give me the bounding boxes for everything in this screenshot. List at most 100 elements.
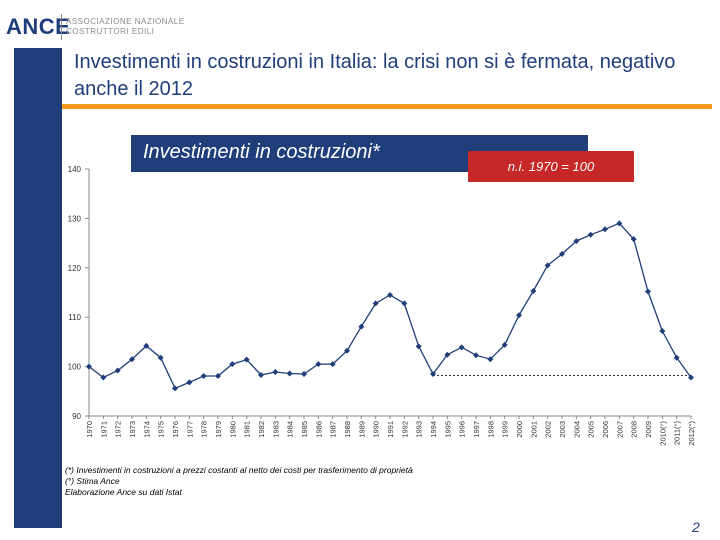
- data-point: [200, 372, 207, 379]
- ance-logo: ANCE: [6, 14, 71, 39]
- data-point: [272, 369, 279, 376]
- data-point: [387, 291, 393, 298]
- data-point: [401, 300, 408, 307]
- data-point: [157, 354, 164, 361]
- x-tick-label: 2009: [644, 421, 653, 438]
- x-tick-label: 1999: [501, 421, 510, 438]
- x-tick-label: 1983: [271, 421, 280, 438]
- x-tick-label: 2008: [630, 421, 639, 438]
- note-line-2: (°) Stima Ance: [65, 476, 120, 486]
- x-tick-label: 1992: [400, 421, 409, 438]
- y-tick-label: 130: [68, 214, 82, 223]
- note-line-1: (*) Investimenti in costruzioni a prezzi…: [65, 465, 413, 475]
- data-point: [301, 371, 307, 378]
- x-tick-label: 2006: [601, 421, 610, 438]
- x-tick-label: 1979: [214, 421, 223, 438]
- x-tick-label: 1974: [142, 421, 151, 438]
- data-point: [473, 352, 479, 359]
- x-tick-label: 1980: [228, 421, 237, 438]
- data-point: [516, 312, 522, 319]
- data-point: [129, 356, 135, 363]
- data-point: [559, 250, 565, 257]
- x-tick-label: 1972: [114, 421, 123, 438]
- data-point: [186, 379, 193, 386]
- x-tick-label: 1988: [343, 421, 352, 438]
- logo-subtitle-line1: ASSOCIAZIONE NAZIONALE: [66, 17, 185, 26]
- title-underline: [62, 104, 712, 109]
- x-tick-label: 1995: [443, 421, 452, 438]
- data-point: [344, 347, 350, 354]
- x-tick-label: 1984: [286, 421, 295, 438]
- logo-subtitle-line2: COSTRUTTORI EDILI: [66, 27, 155, 36]
- left-accent-bar: [14, 48, 62, 528]
- data-point: [645, 288, 651, 295]
- data-point: [358, 323, 365, 330]
- x-tick-label: 1978: [200, 421, 209, 438]
- data-point: [143, 342, 150, 349]
- x-tick-label: 2001: [529, 421, 538, 438]
- logo-subtitle: ASSOCIAZIONE NAZIONALE COSTRUTTORI EDILI: [66, 17, 185, 37]
- x-tick-label: 1975: [157, 421, 166, 438]
- data-point: [372, 300, 379, 307]
- x-tick-label: 1993: [415, 421, 424, 438]
- x-tick-label: 1991: [386, 421, 395, 438]
- data-point: [215, 372, 221, 379]
- data-point: [229, 361, 236, 368]
- data-point: [659, 328, 666, 335]
- x-tick-label: 1971: [99, 421, 108, 438]
- data-point: [172, 385, 178, 392]
- y-tick-label: 100: [68, 363, 82, 372]
- data-point: [530, 288, 537, 295]
- page-number: 2: [692, 519, 700, 535]
- x-tick-label: 1989: [357, 421, 366, 438]
- y-tick-label: 120: [68, 264, 82, 273]
- x-tick-label: 2000: [515, 421, 524, 438]
- x-tick-label: 1987: [329, 421, 338, 438]
- x-tick-label: 1990: [372, 421, 381, 438]
- x-tick-label: 1977: [185, 421, 194, 438]
- data-point: [501, 341, 508, 348]
- data-point: [458, 344, 465, 351]
- y-tick-label: 140: [68, 165, 82, 174]
- x-tick-label: 1998: [486, 421, 495, 438]
- x-tick-label: 1981: [243, 421, 252, 438]
- x-tick-label: 2004: [572, 421, 581, 438]
- data-point: [630, 236, 637, 243]
- data-point: [415, 343, 422, 350]
- data-point: [444, 351, 451, 358]
- data-point: [602, 226, 608, 233]
- data-point: [86, 363, 92, 370]
- data-point: [673, 354, 680, 361]
- data-point: [258, 371, 264, 378]
- x-tick-label: 1994: [429, 421, 438, 438]
- note-line-3: Elaborazione Ance su dati Istat: [65, 487, 182, 497]
- x-tick-label: 2005: [587, 421, 596, 438]
- data-point: [430, 371, 436, 378]
- slide-title: Investimenti in costruzioni in Italia: l…: [74, 51, 676, 100]
- x-tick-label: 2007: [615, 421, 624, 438]
- x-tick-label: 1982: [257, 421, 266, 438]
- x-tick-label: 1986: [314, 421, 323, 438]
- data-point: [544, 262, 551, 269]
- x-tick-label: 1997: [472, 421, 481, 438]
- x-tick-label: 2011(°): [673, 421, 682, 446]
- data-point: [243, 356, 250, 363]
- x-tick-label: 1970: [85, 421, 94, 438]
- data-point: [487, 356, 494, 363]
- y-tick-label: 90: [72, 412, 81, 421]
- data-point: [573, 238, 580, 245]
- series-line: [88, 222, 692, 390]
- x-tick-label: 1973: [128, 421, 137, 438]
- logo-separator: [61, 14, 62, 40]
- data-point: [587, 231, 594, 238]
- data-point: [688, 374, 694, 381]
- x-tick-label: 2003: [558, 421, 567, 438]
- data-point: [315, 361, 322, 368]
- data-point: [616, 220, 623, 227]
- data-point: [114, 367, 121, 374]
- x-tick-label: 1996: [458, 421, 467, 438]
- x-tick-label: 2010(°): [658, 421, 667, 446]
- data-point: [329, 361, 336, 368]
- index-note-badge: n.i. 1970 = 100: [468, 151, 634, 182]
